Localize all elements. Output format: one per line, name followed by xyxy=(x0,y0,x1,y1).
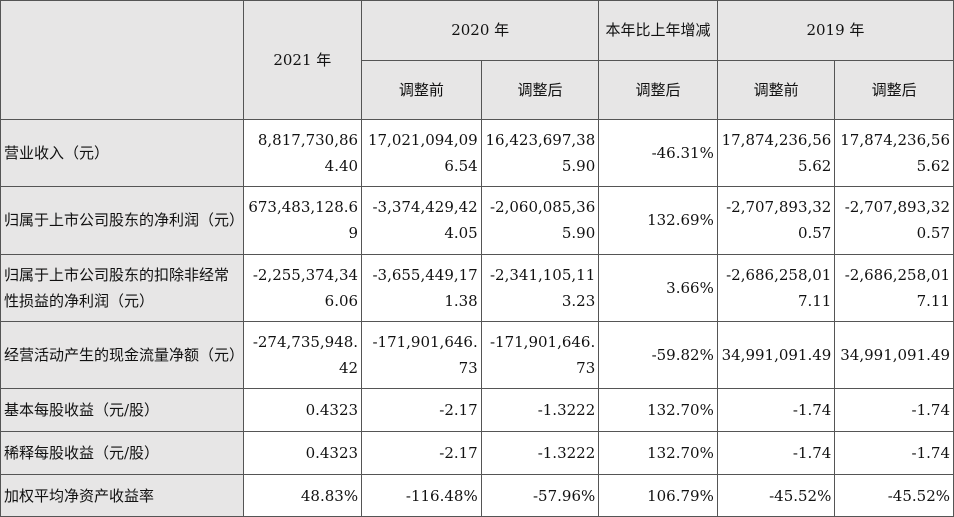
value-2019-before: -1.74 xyxy=(716,388,836,433)
value-2020-after: 16,423,697,385.90 xyxy=(480,119,600,188)
table-row: 归属于上市公司股东的扣除非经常性损益的净利润（元） -2,255,374,346.… xyxy=(0,253,954,322)
value-change: 132.70% xyxy=(598,388,718,433)
row-label: 稀释每股收益（元/股） xyxy=(0,431,244,476)
header-2019-after: 调整后 xyxy=(834,59,954,121)
header-2020: 2020 年 xyxy=(361,0,600,61)
row-label: 加权平均净资产收益率 xyxy=(0,474,244,517)
row-label: 基本每股收益（元/股） xyxy=(0,388,244,433)
value-2019-before: 34,991,091.49 xyxy=(716,320,836,390)
value-2019-before: -1.74 xyxy=(716,431,836,476)
value-2019-before: -2,707,893,320.57 xyxy=(716,186,836,255)
value-change: -59.82% xyxy=(598,320,718,390)
table-row: 基本每股收益（元/股） 0.4323 -2.17 -1.3222 132.70% -1.7… xyxy=(0,388,954,433)
header-2021: 2021 年 xyxy=(242,0,363,121)
header-2020-after: 调整后 xyxy=(480,59,600,121)
table-row: 归属于上市公司股东的净利润（元） 673,483,128.69 -3,374,429… xyxy=(0,186,954,255)
header-blank xyxy=(0,0,244,121)
value-2020-before: -2.17 xyxy=(361,431,482,476)
value-2019-after: -2,707,893,320.57 xyxy=(834,186,954,255)
value-2021: 673,483,128.69 xyxy=(242,186,363,255)
header-row-sub: 调整前 调整后 调整后 调整前 调整后 xyxy=(1,59,954,121)
header-change-text: 本年比上年增减 xyxy=(605,21,711,40)
value-2019-after: 17,874,236,565.62 xyxy=(834,119,954,188)
value-2021: 8,817,730,864.40 xyxy=(242,119,363,188)
table-body: 营业收入（元） 8,817,730,864.40 17,021,094,096.54… xyxy=(0,119,954,517)
table-row: 营业收入（元） 8,817,730,864.40 17,021,094,096.54… xyxy=(0,119,954,188)
value-2019-after: -45.52% xyxy=(834,474,954,517)
table-row: 稀释每股收益（元/股） 0.4323 -2.17 -1.3222 132.70% -1.7… xyxy=(0,431,954,476)
row-label: 归属于上市公司股东的净利润（元） xyxy=(0,186,244,255)
value-change: 132.69% xyxy=(598,186,718,255)
value-2020-after: -1.3222 xyxy=(480,431,600,476)
value-2020-before: -3,655,449,171.38 xyxy=(361,253,482,322)
value-2020-after: -2,341,105,113.23 xyxy=(480,253,600,322)
value-2019-after: -1.74 xyxy=(834,431,954,476)
value-2021: -274,735,948.42 xyxy=(242,320,363,390)
header-2019: 2019 年 xyxy=(716,0,954,61)
header-row-top: 2021 年 2020 年 本年比上年增减 2019 年 xyxy=(0,0,954,121)
value-2019-before: -2,686,258,017.11 xyxy=(716,253,836,322)
value-2020-after: -2,060,085,365.90 xyxy=(480,186,600,255)
value-change: 3.66% xyxy=(598,253,718,322)
value-2021: -2,255,374,346.06 xyxy=(242,253,363,322)
value-2020-after: -57.96% xyxy=(480,474,600,517)
row-label: 经营活动产生的现金流量净额（元） xyxy=(0,320,244,390)
value-2019-after: 34,991,091.49 xyxy=(834,320,954,390)
row-label: 归属于上市公司股东的扣除非经常性损益的净利润（元） xyxy=(0,253,244,322)
header-change-after: 调整后 xyxy=(598,59,718,121)
value-2020-after: -1.3222 xyxy=(480,388,600,433)
value-change: 132.70% xyxy=(598,431,718,476)
header-2020-before: 调整前 xyxy=(361,59,482,121)
value-2019-after: -2,686,258,017.11 xyxy=(834,253,954,322)
value-change: 106.79% xyxy=(598,474,718,517)
value-2020-before: 17,021,094,096.54 xyxy=(361,119,482,188)
header-change: 本年比上年增减 xyxy=(598,0,718,61)
value-change: -46.31% xyxy=(598,119,718,188)
table-row: 加权平均净资产收益率 48.83% -116.48% -57.96% 106.79% -4… xyxy=(0,474,954,517)
value-2021: 48.83% xyxy=(242,474,363,517)
value-2020-before: -2.17 xyxy=(361,388,482,433)
value-2020-before: -171,901,646.73 xyxy=(361,320,482,390)
value-2019-before: -45.52% xyxy=(716,474,836,517)
value-2021: 0.4323 xyxy=(242,388,363,433)
table-row: 经营活动产生的现金流量净额（元） -274,735,948.42 -171,901,… xyxy=(0,320,954,390)
value-2020-before: -3,374,429,424.05 xyxy=(361,186,482,255)
value-2020-after: -171,901,646.73 xyxy=(480,320,600,390)
header-2019-before: 调整前 xyxy=(716,59,836,121)
row-label: 营业收入（元） xyxy=(0,119,244,188)
value-2020-before: -116.48% xyxy=(361,474,482,517)
value-2021: 0.4323 xyxy=(242,431,363,476)
value-2019-before: 17,874,236,565.62 xyxy=(716,119,836,188)
value-2019-after: -1.74 xyxy=(834,388,954,433)
